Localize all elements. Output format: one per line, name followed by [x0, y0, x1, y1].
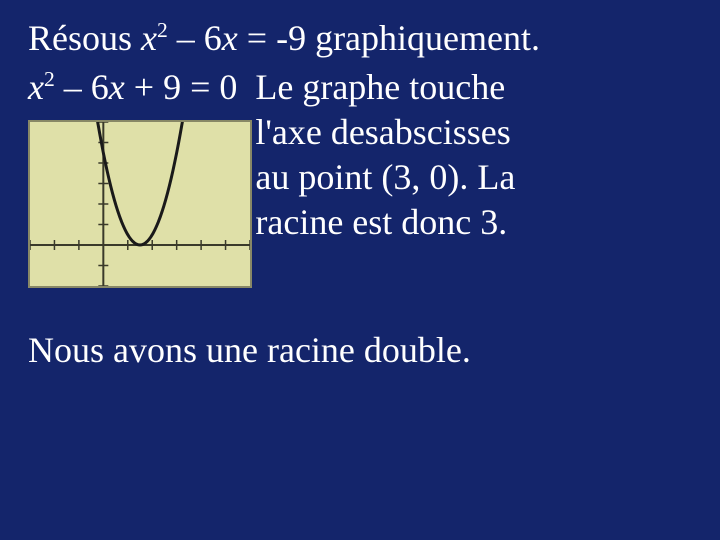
graph-svg: [30, 122, 250, 286]
eq2-sq: 2: [44, 67, 55, 91]
expl-l2: l'axe desabscisses: [255, 110, 515, 155]
equation-rearranged: x2 – 6x + 9 = 0: [28, 65, 237, 110]
expl-l4: racine est donc 3.: [255, 200, 515, 245]
eq2-x2: x: [109, 67, 125, 107]
var-x-2: x: [222, 18, 238, 58]
eq-tail: = -9 graphiquement.: [238, 18, 540, 58]
conclusion-text: Nous avons une racine double.: [28, 328, 471, 373]
mid1: – 6: [168, 18, 222, 58]
expl-l1: Le graphe touche: [255, 65, 515, 110]
eq2-x: x: [28, 67, 44, 107]
expl-l3: au point (3, 0). La: [255, 155, 515, 200]
explanation-block: Le graphe touche l'axe desabscisses au p…: [255, 65, 515, 245]
var-x: x: [141, 18, 157, 58]
eq2-mid: – 6: [55, 67, 109, 107]
eq2-tail: + 9 = 0: [125, 67, 238, 107]
resous-text: Résous: [28, 18, 141, 58]
problem-statement: Résous x2 – 6x = -9 graphiquement.: [28, 16, 692, 61]
parabola-graph: [28, 120, 252, 288]
sq1: 2: [157, 18, 168, 42]
